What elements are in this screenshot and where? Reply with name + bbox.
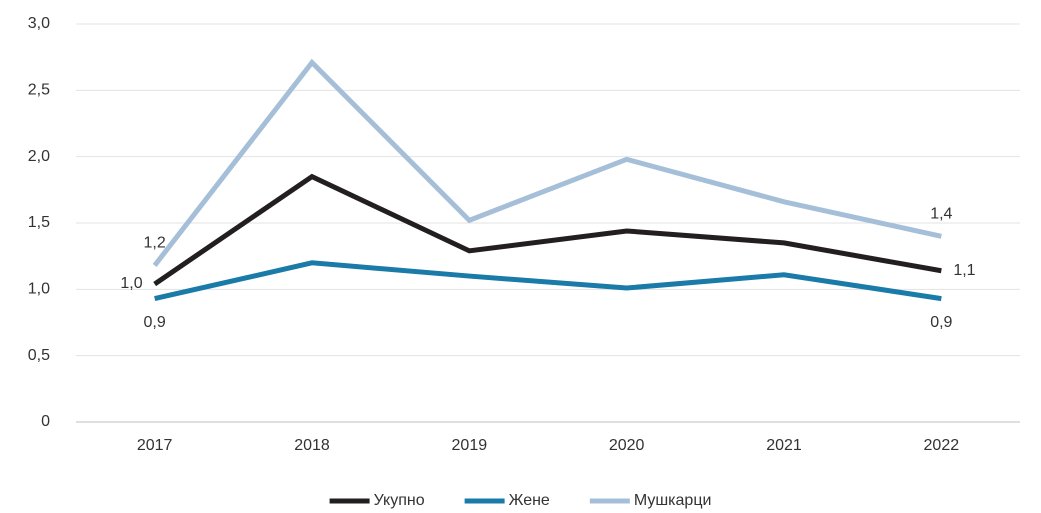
line-series <box>154 260 942 302</box>
line-series <box>152 58 942 267</box>
data-label: 0,9 <box>144 314 166 331</box>
x-tick-label: 2020 <box>609 437 645 454</box>
legend-label: Жене <box>509 492 550 509</box>
line-series <box>153 173 942 287</box>
data-label: 0,9 <box>930 314 952 331</box>
y-tick-label: 2,0 <box>28 148 50 165</box>
x-tick-label: 2017 <box>137 437 173 454</box>
y-tick-label: 2,5 <box>28 82 50 99</box>
data-label: 1,4 <box>930 205 952 222</box>
data-label: 1,1 <box>953 262 975 279</box>
x-tick-label: 2022 <box>924 437 960 454</box>
y-tick-label: 0 <box>41 413 50 430</box>
y-tick-label: 1,0 <box>28 281 50 298</box>
legend-label: Мушкарци <box>634 492 712 509</box>
x-tick-label: 2018 <box>294 437 330 454</box>
data-label: 1,2 <box>144 235 166 252</box>
data-label: 1,0 <box>120 275 142 292</box>
legend-label: Укупно <box>374 492 425 509</box>
y-tick-label: 0,5 <box>28 347 50 364</box>
y-tick-label: 3,0 <box>28 15 50 32</box>
y-tick-label: 1,5 <box>28 214 50 231</box>
x-tick-label: 2019 <box>452 437 488 454</box>
x-tick-label: 2021 <box>766 437 802 454</box>
